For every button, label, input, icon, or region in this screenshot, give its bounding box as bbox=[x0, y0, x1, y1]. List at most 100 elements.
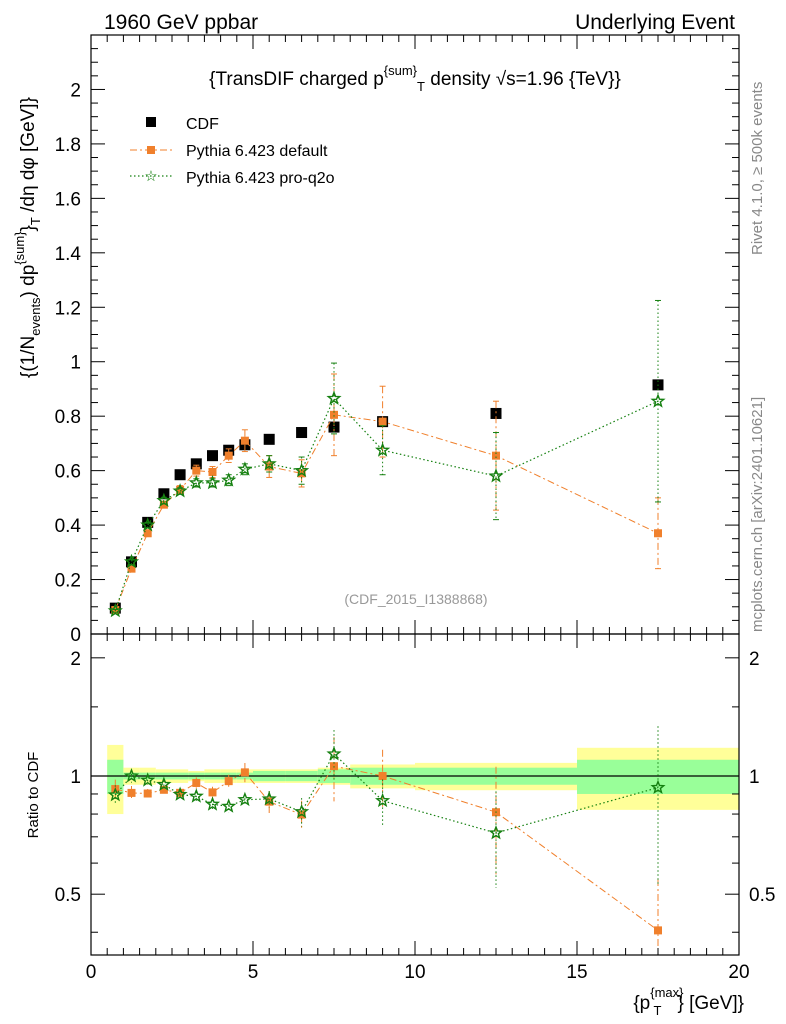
x-tick-label: 20 bbox=[728, 962, 749, 983]
y-tick-label: 1.2 bbox=[55, 298, 81, 319]
legend-label-pythia-proq2o: Pythia 6.423 pro-q2o bbox=[186, 170, 335, 187]
data-point-pythia-proq2o bbox=[237, 461, 253, 476]
data-point-pythia-proq2o bbox=[188, 474, 204, 490]
ratio-point-pythia-proq2o bbox=[156, 776, 172, 791]
data-point-pythia-default bbox=[378, 417, 387, 426]
ratio-y-tick-label: 0.5 bbox=[55, 885, 81, 906]
series-line-pythia-proq2o bbox=[114, 397, 659, 612]
ratio-point-pythia-proq2o bbox=[374, 792, 391, 808]
ratio-point-pythia-proq2o bbox=[188, 788, 204, 803]
ratio-point-pythia-proq2o bbox=[221, 798, 237, 813]
legend-label-pythia-default: Pythia 6.423 default bbox=[186, 143, 328, 160]
ratio-y-tick-label-right: 1 bbox=[749, 767, 760, 788]
ratio-point-pythia-proq2o bbox=[293, 803, 310, 819]
ratio-point-pythia-proq2o bbox=[488, 825, 504, 840]
ratio-point-pythia-default bbox=[240, 768, 249, 777]
data-point-pythia-default bbox=[176, 485, 185, 494]
y-tick-label: 2 bbox=[70, 80, 81, 101]
data-point-pythia-proq2o bbox=[156, 492, 172, 508]
data-point-cdf bbox=[239, 439, 251, 451]
ratio-point-pythia-default bbox=[176, 788, 185, 797]
ratio-panel bbox=[90, 633, 740, 956]
header-process: Underlying Event bbox=[575, 11, 735, 34]
data-point-pythia-proq2o bbox=[488, 468, 504, 483]
ratio-point-pythia-default bbox=[208, 788, 217, 797]
data-point-cdf bbox=[490, 407, 502, 419]
x-tick-label: 15 bbox=[566, 962, 587, 983]
ratio-point-pythia-proq2o bbox=[123, 768, 140, 783]
data-point-pythia-proq2o bbox=[107, 602, 123, 618]
data-point-pythia-proq2o bbox=[140, 517, 156, 532]
ylabel-c: } bbox=[18, 225, 39, 231]
y-tick-label: 0.6 bbox=[55, 462, 81, 483]
data-point-pythia-default bbox=[654, 529, 662, 538]
xlabel-sup: {max} bbox=[650, 985, 684, 1000]
y-tick-label: 0.4 bbox=[55, 516, 82, 537]
data-point-pythia-default bbox=[240, 436, 249, 445]
y-tick-label: 0 bbox=[70, 625, 81, 646]
title-pre: {TransDIF charged p bbox=[209, 69, 384, 90]
data-point-pythia-proq2o bbox=[204, 474, 221, 490]
xlabel-post: } [GeV]} bbox=[677, 993, 744, 1014]
ratio-band-inner bbox=[107, 759, 124, 794]
ylabel-a: {(1/N bbox=[18, 336, 39, 378]
y-tick-label: 0.8 bbox=[55, 407, 81, 428]
x-tick-label: 0 bbox=[86, 962, 97, 983]
y-tick-label: 1.6 bbox=[55, 189, 81, 210]
ratio-point-pythia-default bbox=[192, 778, 201, 787]
legend-marker-pythia-default bbox=[147, 146, 155, 154]
title-sup: {sum} bbox=[384, 63, 418, 78]
data-point-pythia-default bbox=[192, 466, 201, 475]
data-point-pythia-proq2o bbox=[293, 462, 310, 478]
y-axis-label: {(1/Nevents) dp{sum}}T /dη dφ [GeV]} bbox=[12, 97, 43, 378]
title-sub: T bbox=[417, 79, 425, 94]
data-point-cdf bbox=[263, 433, 275, 445]
x-tick-label: 10 bbox=[404, 962, 425, 983]
series-line-pythia-default bbox=[114, 414, 659, 611]
data-point-cdf bbox=[174, 469, 186, 481]
data-point-pythia-proq2o bbox=[221, 472, 237, 487]
y-tick-label: 1.8 bbox=[55, 135, 81, 156]
y-tick-label: 1.4 bbox=[55, 244, 82, 265]
data-point-pythia-proq2o bbox=[650, 393, 666, 408]
ratio-point-pythia-proq2o bbox=[204, 796, 221, 811]
x-axis-label: {p{max} T } [GeV]} bbox=[633, 985, 744, 1018]
legend-marker-pythia-proq2o: ☆ bbox=[144, 168, 157, 185]
data-point-cdf bbox=[126, 556, 137, 568]
x-tick-label: 5 bbox=[248, 962, 259, 983]
ratio-point-pythia-proq2o bbox=[140, 772, 156, 787]
header-energy: 1960 GeV ppbar bbox=[104, 11, 258, 34]
data-point-cdf bbox=[328, 421, 340, 433]
data-point-pythia-default bbox=[159, 500, 168, 509]
data-point-pythia-default bbox=[224, 451, 233, 460]
ratio-point-pythia-proq2o bbox=[172, 786, 188, 801]
ylabel-d: /dη dφ [GeV]} bbox=[18, 97, 39, 217]
ratio-point-pythia-default bbox=[159, 785, 168, 794]
data-point-pythia-default bbox=[143, 529, 152, 538]
data-point-pythia-default bbox=[492, 451, 500, 460]
y-tick-label: 1 bbox=[70, 353, 81, 374]
data-point-pythia-default bbox=[127, 564, 136, 573]
ratio-y-tick-label-right: 2 bbox=[749, 649, 760, 670]
ratio-point-pythia-proq2o bbox=[237, 791, 253, 807]
source-label: mcplots.cern.ch [arXiv:2401.10621] bbox=[749, 397, 766, 632]
main-panel bbox=[90, 34, 740, 635]
legend-label-cdf: CDF bbox=[186, 116, 219, 133]
xlabel-pre: {p bbox=[633, 993, 650, 1014]
data-point-cdf bbox=[207, 450, 218, 462]
data-point-cdf bbox=[190, 458, 202, 470]
ylabel-c-sub: T bbox=[28, 217, 43, 225]
ratio-y-tick-label-right: 0.5 bbox=[749, 885, 775, 906]
data-point-cdf bbox=[296, 427, 308, 439]
rivet-version-label: Rivet 4.1.0, ≥ 500k events bbox=[749, 82, 766, 255]
data-point-pythia-default bbox=[330, 410, 338, 419]
data-point-pythia-proq2o bbox=[326, 390, 342, 405]
ylabel-b: ) dp bbox=[18, 265, 39, 298]
data-point-pythia-default bbox=[208, 467, 217, 476]
y-tick-label: 0.2 bbox=[55, 571, 81, 592]
analysis-label: (CDF_2015_I1388868) bbox=[344, 591, 487, 607]
ratio-point-pythia-default bbox=[224, 777, 233, 786]
xlabel-sub: T bbox=[654, 1003, 662, 1018]
ratio-band-inner bbox=[577, 759, 739, 794]
